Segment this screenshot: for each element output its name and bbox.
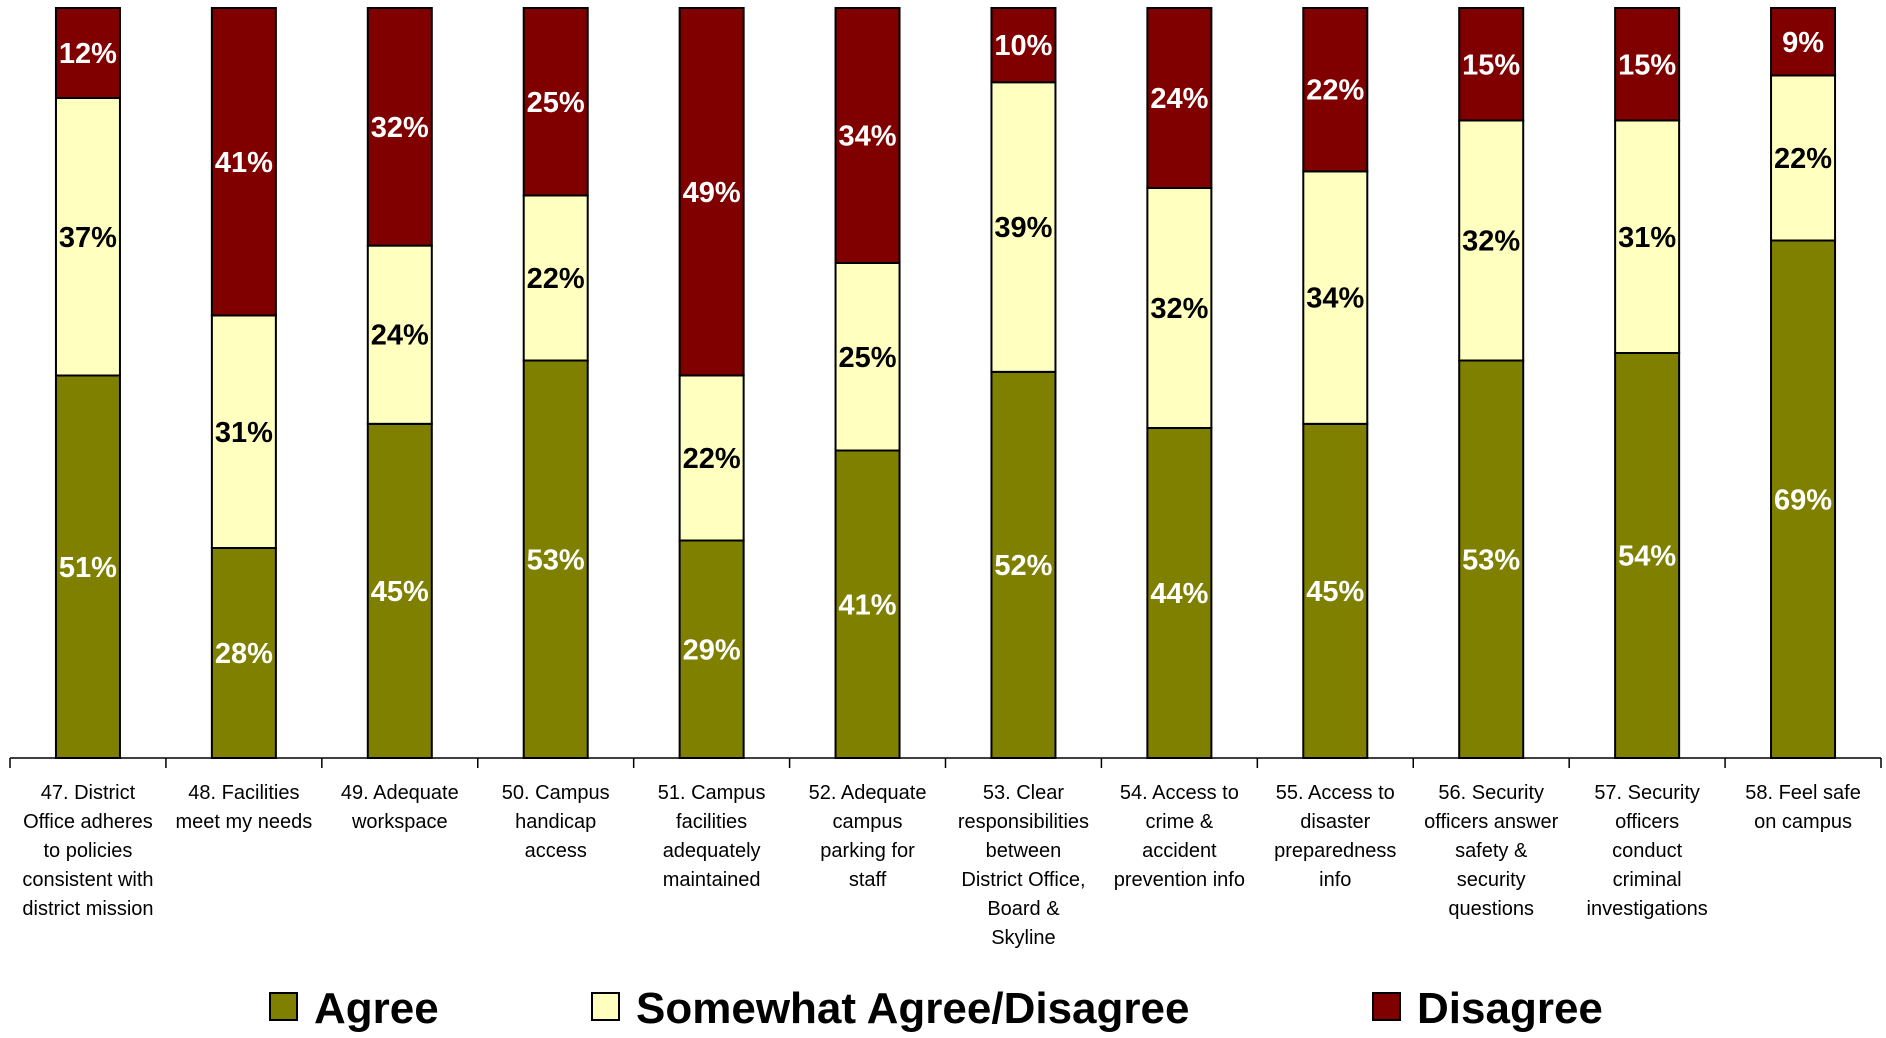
bar-segment-disagree-2 [210, 7, 277, 317]
bar-segment-disagree-1 [54, 7, 121, 99]
legend-swatch-disagree [1372, 992, 1401, 1021]
x-tick-label: 47. District Office adheres to policies con… [22, 782, 153, 920]
x-tick-label: 52. Adequate campus parking for staff [809, 782, 927, 891]
x-tick-label: 50. Campus handicap access [502, 782, 610, 862]
bar-segment-disagree-7 [990, 7, 1057, 84]
bar-segment-somewhat-agree-disagree-10 [1458, 119, 1525, 362]
data-label: 25% [527, 87, 585, 119]
bar-segment-somewhat-agree-disagree-8 [1146, 187, 1213, 429]
legend-swatch-agree [269, 992, 298, 1021]
bar-segment-somewhat-agree-disagree-2 [210, 314, 277, 549]
bar-segment-somewhat-agree-disagree-11 [1614, 119, 1681, 354]
data-label: 24% [1150, 83, 1208, 115]
data-label: 54% [1618, 541, 1676, 573]
data-label: 24% [371, 320, 429, 352]
x-tick-label: 56. Security officers answer safety & secur… [1424, 782, 1558, 920]
data-label: 25% [839, 342, 897, 374]
bar-segment-somewhat-agree-disagree-9 [1302, 170, 1369, 425]
bar-segment-somewhat-agree-disagree-3 [366, 244, 433, 425]
bar-segment-agree-2 [210, 547, 277, 759]
data-label: 32% [1462, 226, 1520, 258]
data-label: 51% [59, 552, 117, 584]
data-label: 53% [1462, 544, 1520, 576]
data-label: 10% [994, 30, 1052, 62]
x-tick-label: 57. Security officers conduct criminal inves… [1587, 782, 1708, 920]
bar-segment-somewhat-agree-disagree-7 [990, 81, 1057, 373]
bar-segment-disagree-11 [1614, 7, 1681, 122]
data-label: 45% [371, 576, 429, 608]
bar-segment-agree-1 [54, 374, 121, 759]
legend-label: Somewhat Agree/Disagree [636, 984, 1189, 1033]
data-label: 15% [1618, 49, 1676, 81]
bar-segment-disagree-8 [1146, 7, 1213, 189]
data-label: 28% [215, 638, 273, 670]
data-label: 31% [1618, 222, 1676, 254]
data-label: 69% [1774, 484, 1832, 516]
data-label: 31% [215, 417, 273, 449]
bar-segment-somewhat-agree-disagree-6 [834, 262, 901, 452]
x-tick-label: 53. Clear responsibilities between District… [958, 782, 1089, 949]
data-label: 32% [1150, 293, 1208, 325]
data-label: 29% [683, 634, 741, 666]
bar-segment-agree-10 [1458, 359, 1525, 759]
data-label: 41% [839, 589, 897, 621]
bar-segment-agree-4 [522, 359, 589, 759]
x-tick-label: 54. Access to crime & accident prevention i… [1114, 782, 1245, 891]
x-tick-label: 51. Campus facilities adequately maintained [658, 782, 766, 891]
x-tick-label: 48. Facilities meet my needs [176, 782, 313, 833]
data-label: 39% [994, 212, 1052, 244]
data-label: 49% [683, 177, 741, 209]
data-label: 34% [839, 121, 897, 153]
bar-segment-disagree-3 [366, 7, 433, 247]
data-label: 53% [527, 544, 585, 576]
data-label: 44% [1150, 578, 1208, 610]
bar-segment-agree-9 [1302, 422, 1369, 759]
data-label: 15% [1462, 49, 1520, 81]
legend: Agree Somewhat Agree/Disagree Disagree [269, 984, 1603, 1033]
data-label: 22% [683, 443, 741, 475]
data-label: 12% [59, 38, 117, 70]
bar-segment-somewhat-agree-disagree-1 [54, 97, 121, 377]
data-label: 22% [1306, 75, 1364, 107]
x-tick-label: 49. Adequate workspace [341, 782, 459, 833]
bar-segment-disagree-6 [834, 7, 901, 264]
data-label: 41% [215, 147, 273, 179]
data-label: 34% [1306, 283, 1364, 315]
bar-segment-disagree-5 [678, 7, 745, 377]
data-label: 32% [371, 112, 429, 144]
legend-swatch-somewhat-agree-disagree [591, 992, 620, 1021]
data-label: 37% [59, 222, 117, 254]
data-label: 52% [994, 550, 1052, 582]
bar-segment-disagree-10 [1458, 7, 1525, 122]
bar-segment-somewhat-agree-disagree-4 [522, 194, 589, 362]
x-tick-label: 55. Access to disaster preparedness info [1274, 782, 1396, 891]
data-label: 22% [1774, 143, 1832, 175]
data-label: 45% [1306, 576, 1364, 608]
bar-segment-agree-7 [990, 370, 1057, 759]
bar-segment-disagree-12 [1770, 7, 1837, 77]
legend-label: Agree [314, 984, 439, 1033]
bar-segment-agree-6 [834, 449, 901, 759]
bar-segment-somewhat-agree-disagree-12 [1770, 74, 1837, 242]
bar-segment-disagree-4 [522, 7, 589, 197]
data-label: 9% [1782, 27, 1824, 59]
x-tick-label: 58. Feel safe on campus [1745, 782, 1861, 833]
bar-segment-disagree-9 [1302, 7, 1369, 173]
bars-group: 51% 37% 12% 28% 31% 41% 45% 24% 32% 53% 22% 25% 29% 2… [54, 7, 1837, 759]
data-label: 22% [527, 263, 585, 295]
legend-label: Disagree [1417, 984, 1603, 1033]
